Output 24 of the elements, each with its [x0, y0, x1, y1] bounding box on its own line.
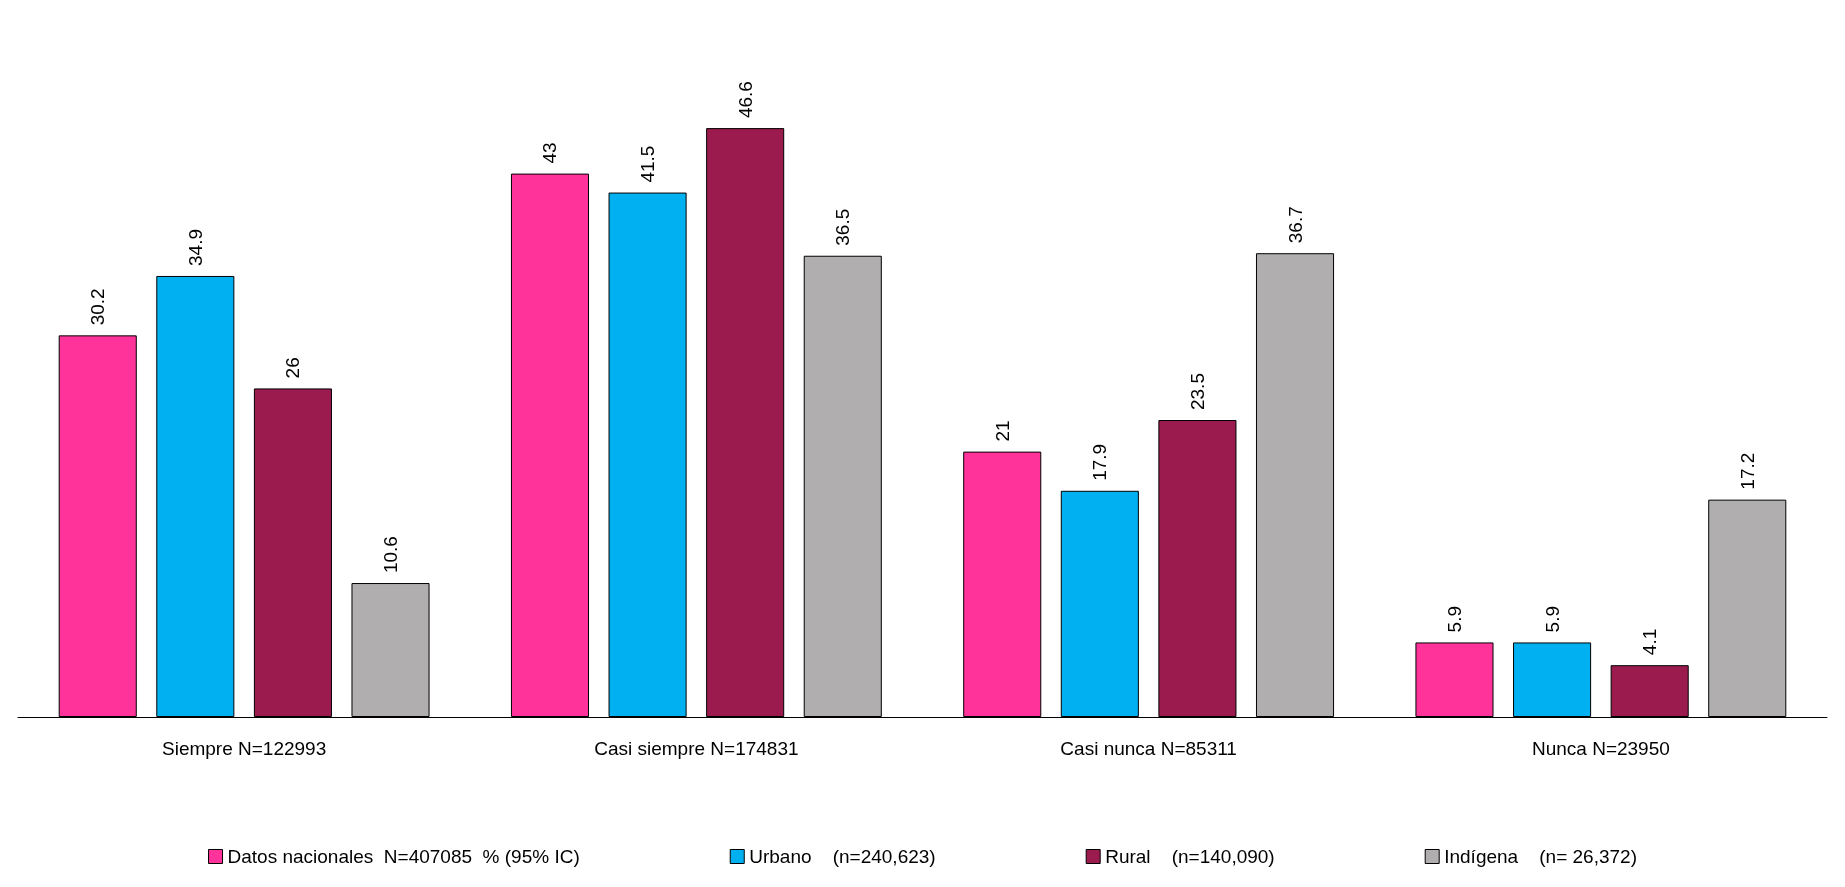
data-label: 10.6	[380, 536, 402, 574]
legend-label: Datos nacionales N=407085 % (95% IC)	[227, 846, 580, 867]
data-label: 41.5	[637, 145, 659, 183]
x-tick-label: Casi siempre N=174831	[594, 738, 799, 759]
data-label: 21	[991, 420, 1013, 442]
data-label: 5.9	[1443, 606, 1465, 633]
data-label: 26	[282, 357, 304, 379]
data-label: 34.9	[184, 228, 206, 266]
data-label: 36.7	[1284, 206, 1306, 244]
data-label: 46.6	[734, 81, 756, 119]
legend-label: Rural (n=140,090)	[1105, 846, 1275, 867]
legend-label: Urbano (n=240,623)	[749, 846, 936, 867]
data-label: 30.2	[87, 288, 109, 326]
x-tick-label: Casi nunca N=85311	[1060, 738, 1237, 759]
data-label: 17.2	[1736, 452, 1758, 490]
data-label: 36.5	[832, 208, 854, 246]
data-label: 5.9	[1541, 606, 1563, 633]
data-label: 17.9	[1089, 443, 1111, 481]
x-tick-label: Nunca N=23950	[1531, 738, 1670, 759]
legend-label: Indígena (n= 26,372)	[1444, 846, 1637, 867]
x-tick-label: Siempre N=122993	[162, 738, 327, 759]
data-label: 4.1	[1639, 628, 1661, 656]
data-label: 43	[539, 142, 561, 164]
data-label: 23.5	[1186, 373, 1208, 411]
